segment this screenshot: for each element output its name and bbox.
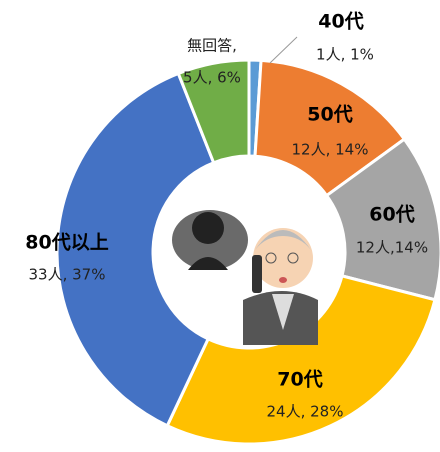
category-label: 70代: [277, 369, 322, 391]
chart: 40代 1人, 1% 50代 12人, 14% 60代 12人,14% 70代 24人, 28…: [0, 0, 440, 452]
value-label: 24人, 28%: [267, 403, 344, 421]
value-label: 33人, 37%: [29, 266, 106, 284]
value-label: 12人,14%: [356, 239, 428, 257]
value-label: 5人, 6%: [183, 69, 241, 87]
value-label: 1人, 1%: [316, 46, 374, 64]
center-illustration: [172, 210, 318, 345]
category-label: 40代: [318, 11, 363, 33]
category-label: 60代: [369, 204, 414, 226]
category-label: 無回答,: [187, 37, 237, 55]
category-label: 80代以上: [25, 232, 108, 254]
category-label: 50代: [307, 104, 352, 126]
leader-line: [270, 37, 297, 63]
value-label: 12人, 14%: [292, 141, 369, 159]
